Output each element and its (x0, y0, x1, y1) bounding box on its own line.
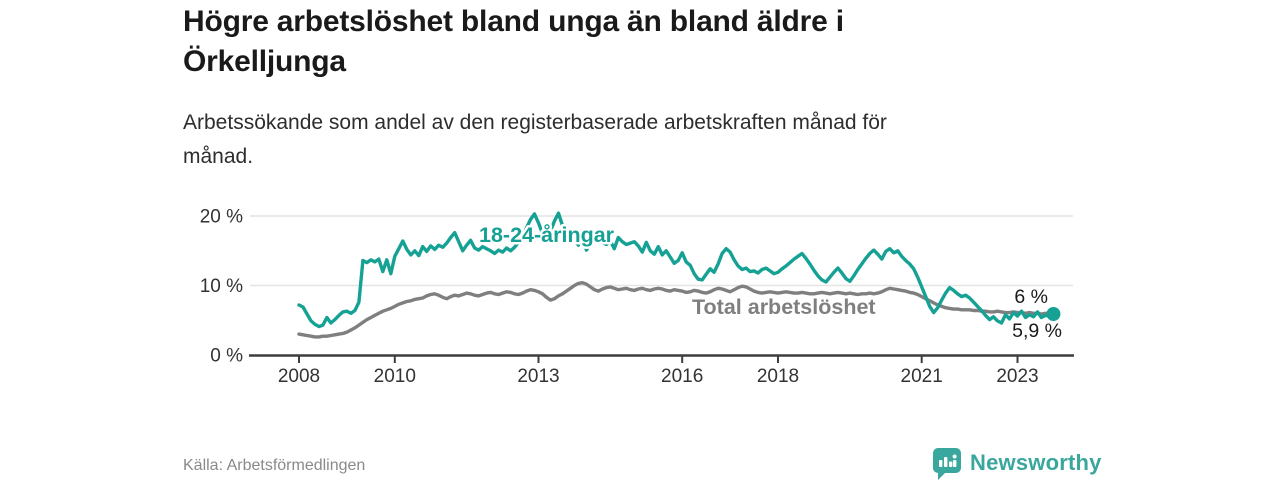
series-label: Total arbetslöshet (692, 295, 876, 319)
chart-subtitle-line1: Arbetssökande som andel av den registerb… (183, 111, 887, 134)
series-line-total (297, 281, 1056, 339)
chart-title-line1: Högre arbetslöshet bland unga än bland ä… (183, 5, 844, 38)
chart-subtitle-line2: månad. (183, 145, 254, 168)
x-axis-tick-label: 2021 (901, 366, 943, 387)
series-end-dot (1046, 306, 1061, 321)
newsworthy-chart-bubble-icon (933, 447, 961, 480)
series-line-young (297, 211, 1056, 329)
chart-subtitle: Arbetssökande som andel av den registerb… (183, 106, 1063, 174)
x-axis-tick-label: 2023 (996, 366, 1038, 387)
y-axis-tick-label: 0 % (210, 346, 243, 367)
x-axis-tick-label: 2016 (661, 366, 703, 387)
chart-title-line2: Örkelljunga (183, 45, 346, 78)
x-axis-tick-label: 2008 (278, 366, 320, 387)
x-axis-tick-label: 2018 (757, 366, 799, 387)
newsworthy-logo: Newsworthy (932, 446, 1102, 480)
end-value-label: 5,9 % (1012, 320, 1062, 342)
x-axis-tick-label: 2010 (374, 366, 416, 387)
series-label: 18-24-åringar (479, 223, 615, 247)
chart-title: Högre arbetslöshet bland unga än bland ä… (183, 2, 1033, 82)
x-axis-tick-label: 2013 (517, 366, 559, 387)
end-value-label: 6 % (1014, 286, 1048, 308)
y-axis-tick-label: 20 % (200, 207, 243, 228)
source-note: Källa: Arbetsförmedlingen (183, 457, 366, 474)
y-axis-tick-label: 10 % (200, 276, 243, 297)
newsworthy-wordmark: Newsworthy (970, 450, 1102, 475)
